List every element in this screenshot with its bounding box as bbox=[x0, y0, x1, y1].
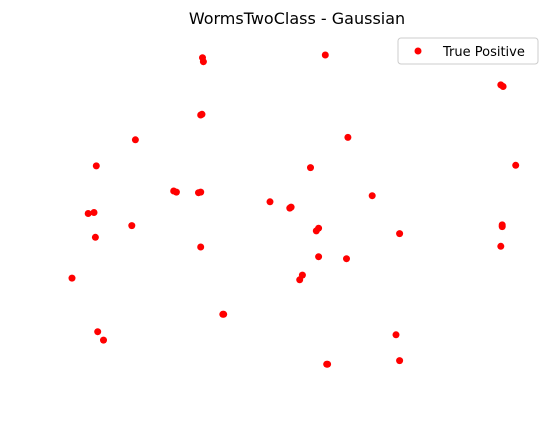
legend-label: True Positive bbox=[442, 45, 525, 60]
data-point bbox=[396, 357, 404, 365]
data-point bbox=[307, 164, 314, 172]
data-point bbox=[90, 209, 98, 216]
data-point bbox=[512, 161, 520, 169]
data-point bbox=[315, 224, 323, 232]
data-point bbox=[344, 133, 352, 141]
data-point bbox=[94, 328, 102, 336]
plot-area bbox=[68, 51, 520, 368]
series-true-positive bbox=[68, 51, 520, 368]
legend-box bbox=[397, 37, 539, 65]
data-point bbox=[128, 222, 136, 230]
data-point bbox=[497, 242, 505, 250]
legend-marker bbox=[414, 47, 422, 55]
data-point bbox=[498, 221, 506, 229]
data-point bbox=[131, 136, 139, 144]
data-point bbox=[324, 360, 332, 368]
data-point bbox=[287, 203, 295, 211]
chart-title: WormsTwoClass - Gaussian bbox=[189, 9, 405, 28]
data-point bbox=[396, 230, 404, 238]
data-point bbox=[91, 233, 99, 241]
data-point bbox=[197, 188, 205, 196]
data-point bbox=[100, 336, 107, 344]
data-point bbox=[266, 198, 274, 206]
data-point bbox=[172, 188, 180, 196]
data-point bbox=[92, 162, 100, 170]
data-point bbox=[343, 255, 350, 263]
data-point bbox=[84, 210, 92, 217]
data-point bbox=[197, 243, 205, 251]
data-point bbox=[68, 274, 76, 282]
data-point bbox=[296, 276, 304, 284]
data-point bbox=[392, 331, 400, 339]
data-point bbox=[198, 110, 206, 118]
data-point bbox=[199, 58, 207, 66]
data-point bbox=[315, 253, 323, 261]
data-point bbox=[368, 192, 376, 200]
data-point bbox=[321, 51, 329, 59]
data-point bbox=[499, 83, 507, 90]
data-point bbox=[220, 310, 228, 318]
legend: True Positive bbox=[397, 37, 539, 65]
